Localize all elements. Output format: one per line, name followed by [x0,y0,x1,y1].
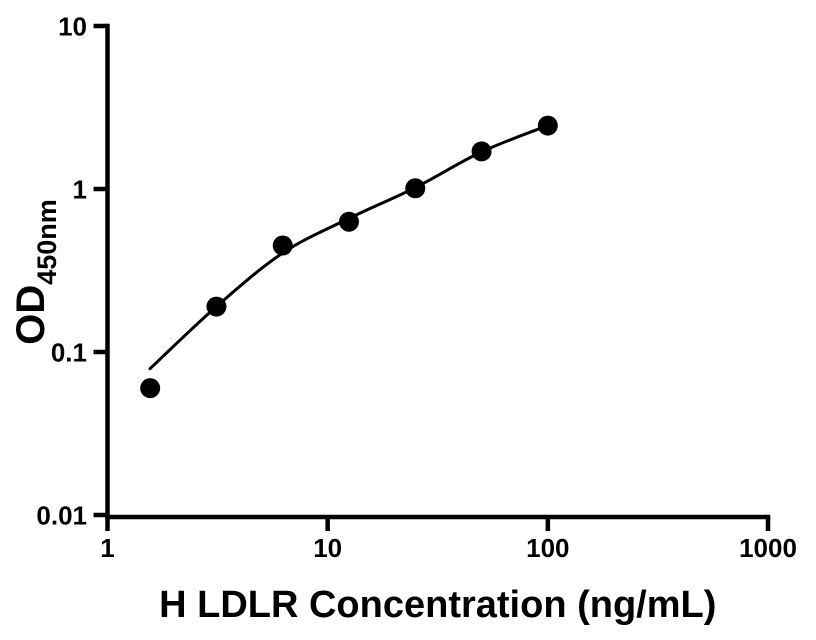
data-point [272,235,293,256]
data-point [537,115,558,136]
x-tick-label: 1 [100,533,114,563]
y-axis-title-subscript: 450nm [32,199,62,285]
x-tick-label: 1000 [739,533,797,563]
y-axis-title: OD450nm [9,199,62,345]
y-tick-label: 1 [73,175,87,205]
x-axis-title: H LDLR Concentration (ng/mL) [159,584,716,626]
data-point [206,296,227,317]
axes: 10 1 0.1 0.01 1 10 100 1000 [36,12,797,564]
data-point [405,178,426,199]
fit-curve [148,124,550,371]
y-tick-label: 0.1 [51,338,87,368]
data-point [339,211,360,232]
y-axis-title-main: OD [9,285,53,345]
y-tick-label: 10 [58,12,87,42]
plot-content [140,115,558,399]
y-tick-label: 0.01 [36,501,87,531]
x-tick-label: 10 [313,533,342,563]
data-point [140,378,161,399]
x-tick-label: 100 [526,533,569,563]
data-point [471,141,492,162]
